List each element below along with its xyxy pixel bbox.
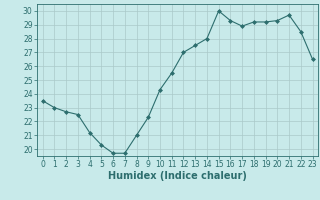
X-axis label: Humidex (Indice chaleur): Humidex (Indice chaleur) xyxy=(108,171,247,181)
